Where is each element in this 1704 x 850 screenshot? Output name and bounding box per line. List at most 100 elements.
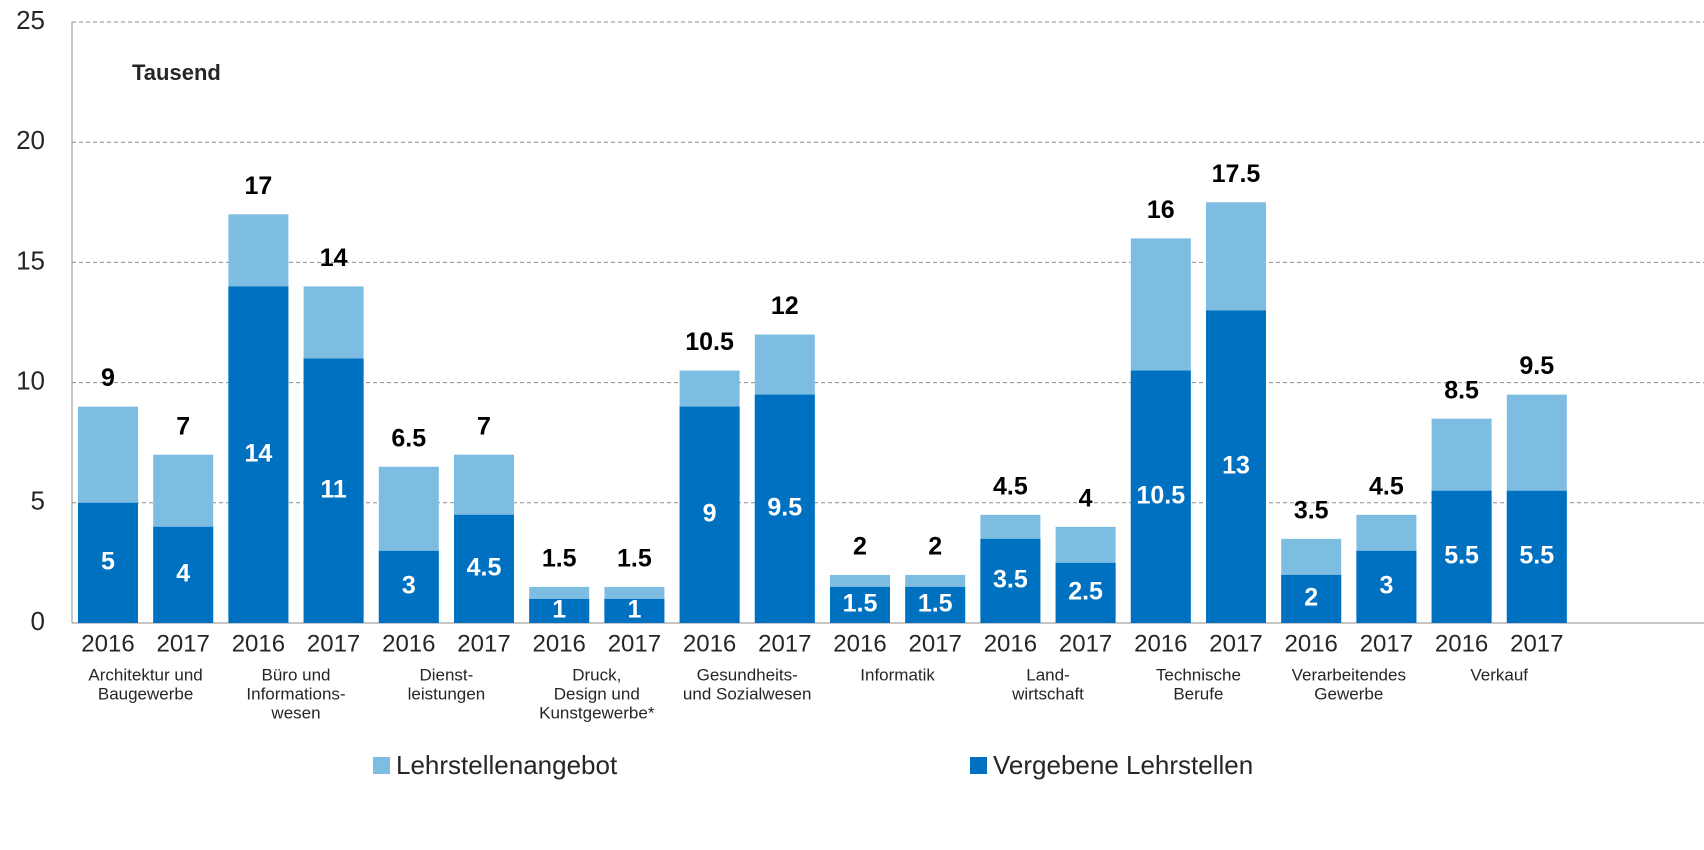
total-label: 9.5 — [1519, 352, 1554, 380]
bar — [830, 586, 890, 623]
total-label: 2 — [928, 533, 942, 561]
value-label: 14 — [244, 439, 272, 467]
group-label: wesen — [270, 703, 320, 722]
group-label: Informatik — [860, 665, 935, 684]
total-label: 4 — [1079, 484, 1093, 512]
x-tick-label: 2017 — [457, 630, 510, 657]
total-label: 1.5 — [542, 545, 577, 573]
x-tick-label: 2016 — [382, 630, 435, 657]
value-label: 3.5 — [993, 566, 1028, 594]
total-label: 6.5 — [391, 424, 426, 452]
y-tick-label: 10 — [16, 365, 45, 395]
x-tick-label: 2017 — [1209, 630, 1262, 657]
bar — [905, 586, 966, 623]
total-label: 14 — [320, 244, 348, 272]
total-label: 17 — [244, 172, 272, 200]
y-tick-label: 25 — [16, 5, 45, 35]
x-tick-label: 2017 — [608, 630, 661, 657]
group-label: wirtschaft — [1011, 684, 1084, 703]
group-label: Gewerbe — [1314, 684, 1383, 703]
total-label: 7 — [176, 412, 190, 440]
total-label: 9 — [101, 364, 115, 392]
x-tick-label: 2016 — [683, 630, 736, 657]
bar — [378, 550, 439, 623]
total-label: 2 — [853, 533, 867, 561]
total-label: 8.5 — [1444, 376, 1479, 404]
value-label: 13 — [1222, 451, 1250, 479]
value-label: 11 — [320, 475, 347, 503]
bar — [980, 538, 1041, 623]
value-label: 1.5 — [918, 590, 953, 618]
bar — [1356, 550, 1417, 623]
y-tick-label: 0 — [31, 606, 45, 636]
value-label: 5.5 — [1519, 541, 1554, 569]
group-label: leistungen — [408, 684, 486, 703]
group-label: Architektur und — [88, 665, 202, 684]
value-label: 3 — [402, 572, 416, 600]
bar — [1281, 574, 1342, 623]
total-label: 17.5 — [1212, 160, 1261, 188]
value-label: 9.5 — [767, 493, 802, 521]
group-label: Technische — [1156, 665, 1241, 684]
legend-swatch — [373, 757, 390, 774]
group-label: Kunstgewerbe* — [539, 703, 655, 722]
value-label: 2 — [1304, 584, 1318, 612]
bar — [604, 598, 665, 623]
bar — [754, 394, 815, 623]
bar — [529, 598, 590, 623]
y-tick-label: 15 — [16, 245, 45, 275]
group-label: Informations- — [246, 684, 345, 703]
group-label: Berufe — [1173, 684, 1223, 703]
x-tick-label: 2017 — [157, 630, 210, 657]
group-label: Design und — [554, 684, 640, 703]
total-label: 12 — [771, 292, 799, 320]
value-label: 2.5 — [1068, 578, 1103, 606]
x-tick-label: 2016 — [1285, 630, 1338, 657]
bar — [454, 514, 514, 623]
x-tick-label: 2016 — [833, 630, 886, 657]
x-tick-label: 2017 — [1059, 630, 1112, 657]
value-label: 5.5 — [1444, 541, 1479, 569]
x-tick-label: 2016 — [1134, 630, 1187, 657]
bar — [1130, 370, 1191, 623]
group-label: Land- — [1026, 665, 1069, 684]
legend-label: Vergebene Lehrstellen — [993, 750, 1253, 780]
bar — [153, 526, 214, 623]
annotation: Tausend — [132, 60, 221, 85]
bar — [303, 358, 364, 623]
group-label: Gesundheits- — [697, 665, 798, 684]
value-label: 5 — [101, 548, 115, 576]
bar — [1431, 490, 1492, 623]
y-tick-label: 20 — [16, 125, 45, 155]
bar — [1506, 490, 1567, 623]
bar — [679, 406, 740, 623]
total-label: 1.5 — [617, 545, 652, 573]
x-tick-label: 2017 — [758, 630, 811, 657]
x-tick-label: 2017 — [1360, 630, 1413, 657]
x-tick-label: 2017 — [307, 630, 360, 657]
bar — [1055, 562, 1116, 623]
x-tick-label: 2017 — [909, 630, 962, 657]
value-label: 10.5 — [1136, 481, 1185, 509]
total-label: 3.5 — [1294, 496, 1329, 524]
value-label: 1 — [627, 596, 641, 624]
group-label: Verarbeitendes — [1292, 665, 1406, 684]
x-tick-label: 2017 — [1510, 630, 1563, 657]
bar — [228, 286, 289, 623]
group-label: und Sozialwesen — [683, 684, 812, 703]
total-label: 16 — [1147, 196, 1175, 224]
legend-swatch — [970, 757, 987, 774]
group-label: Baugewerbe — [98, 684, 193, 703]
group-label: Druck, — [572, 665, 621, 684]
bar — [1206, 310, 1266, 623]
x-tick-label: 2016 — [232, 630, 285, 657]
x-tick-label: 2016 — [1435, 630, 1488, 657]
total-label: 4.5 — [1369, 472, 1404, 500]
value-label: 4.5 — [467, 554, 502, 582]
group-label: Dienst- — [419, 665, 473, 684]
total-label: 10.5 — [685, 328, 734, 356]
group-label: Verkauf — [1470, 665, 1528, 684]
x-tick-label: 2016 — [81, 630, 134, 657]
group-label: Büro und — [262, 665, 331, 684]
